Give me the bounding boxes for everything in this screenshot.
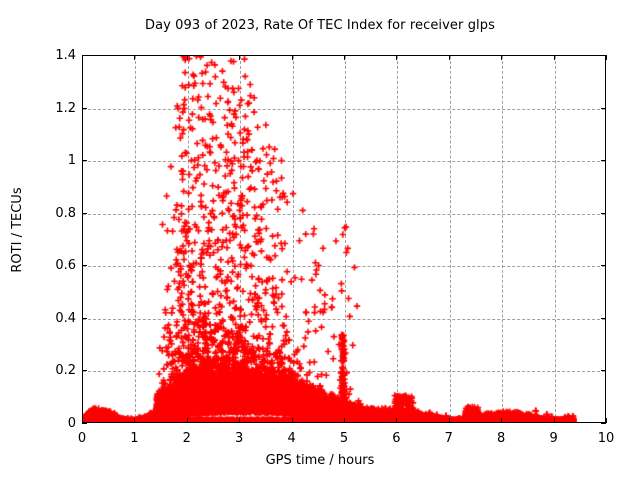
- x-tick-label: 1: [130, 431, 139, 446]
- x-tick-mark: [134, 418, 136, 423]
- x-tick-mark: [82, 418, 83, 423]
- y-tick-label: 0.4: [55, 310, 76, 326]
- y-tick-mark: [601, 423, 606, 424]
- x-tick-mark: [344, 418, 345, 423]
- x-tick-label: 8: [497, 431, 506, 446]
- y-tick-mark: [601, 212, 606, 214]
- y-tick-mark: [601, 55, 606, 56]
- y-tick-mark: [82, 370, 87, 372]
- y-tick-mark: [82, 160, 87, 162]
- y-tick-mark: [82, 423, 87, 424]
- y-tick-label: 0.8: [55, 205, 76, 221]
- x-tick-mark: [291, 418, 293, 423]
- x-tick-mark: [501, 55, 503, 60]
- y-tick-label: 0: [67, 416, 76, 431]
- x-tick-mark: [448, 55, 450, 60]
- y-tick-mark: [601, 265, 606, 267]
- x-axis-label: GPS time / hours: [265, 453, 375, 468]
- scatter-points-layer: [83, 56, 605, 422]
- y-tick-mark: [601, 317, 606, 319]
- x-tick-mark: [134, 55, 136, 60]
- y-tick-label: 0.6: [55, 258, 76, 274]
- y-tick-mark: [82, 265, 87, 267]
- x-tick-label: 4: [287, 431, 296, 446]
- x-tick-mark: [448, 418, 450, 423]
- plot-area: [82, 55, 606, 423]
- x-tick-mark: [606, 418, 607, 423]
- y-tick-label: 1.2: [55, 100, 76, 116]
- x-tick-mark: [501, 418, 503, 423]
- x-tick-mark: [553, 55, 555, 60]
- y-tick-label: 1: [67, 153, 76, 169]
- y-tick-mark: [82, 212, 87, 214]
- y-tick-mark: [82, 107, 87, 109]
- x-tick-mark: [291, 55, 293, 60]
- x-tick-mark: [553, 418, 555, 423]
- y-tick-mark: [601, 160, 606, 162]
- x-tick-mark: [186, 418, 188, 423]
- x-tick-mark: [186, 55, 188, 60]
- x-tick-mark: [344, 55, 345, 60]
- y-tick-mark: [601, 370, 606, 372]
- x-tick-mark: [396, 55, 398, 60]
- x-tick-mark: [239, 418, 241, 423]
- x-tick-label: 7: [444, 431, 453, 446]
- x-tick-label: 5: [339, 431, 349, 446]
- y-tick-label: 0.2: [55, 363, 76, 379]
- x-tick-label: 0: [77, 431, 87, 446]
- y-tick-mark: [82, 317, 87, 319]
- x-tick-mark: [396, 418, 398, 423]
- x-tick-mark: [606, 55, 607, 60]
- x-tick-mark: [239, 55, 241, 60]
- y-axis-tick-labels: 0 0.2 0.4 0.6 0.8 1 1.2 1.4: [0, 0, 76, 480]
- y-tick-mark: [601, 107, 606, 109]
- x-tick-label: 10: [597, 431, 615, 446]
- x-tick-label: 3: [235, 431, 244, 446]
- x-tick-label: 6: [392, 431, 401, 446]
- y-tick-label: 1.4: [55, 48, 76, 63]
- chart-title: Day 093 of 2023, Rate Of TEC Index for r…: [144, 18, 495, 33]
- x-tick-label: 2: [182, 431, 191, 446]
- y-tick-mark: [82, 55, 87, 56]
- x-tick-mark: [82, 55, 83, 60]
- x-tick-label: 9: [549, 431, 558, 446]
